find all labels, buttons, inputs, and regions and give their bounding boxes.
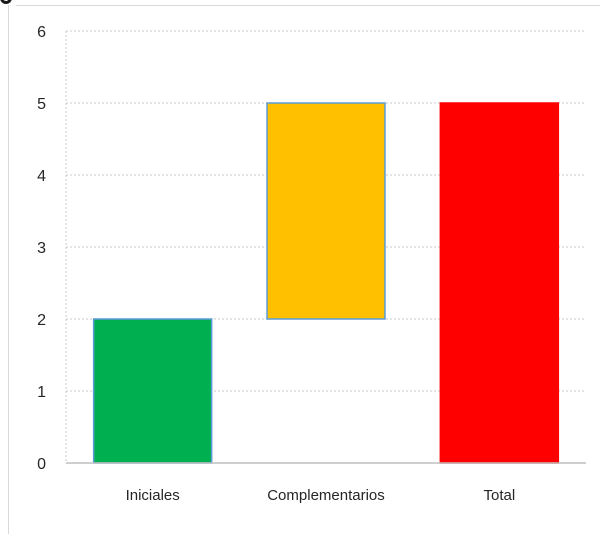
- y-tick-label: 0: [37, 456, 46, 473]
- x-category-label: Complementarios: [267, 487, 385, 504]
- chart-frame-top-border: [16, 5, 600, 6]
- x-category-label: Iniciales: [126, 487, 180, 504]
- bar: [92, 318, 213, 464]
- y-tick-label: 4: [37, 168, 46, 185]
- bar: [439, 102, 560, 464]
- bar: [266, 102, 386, 320]
- y-tick-label: 2: [37, 312, 46, 329]
- x-category-label: Total: [483, 487, 515, 504]
- chart-frame-left-border: [8, 5, 9, 534]
- y-tick-label: 3: [37, 240, 46, 257]
- y-tick-label: 5: [37, 96, 46, 113]
- y-tick-label: 1: [37, 384, 46, 401]
- y-tick-label: 6: [37, 24, 46, 41]
